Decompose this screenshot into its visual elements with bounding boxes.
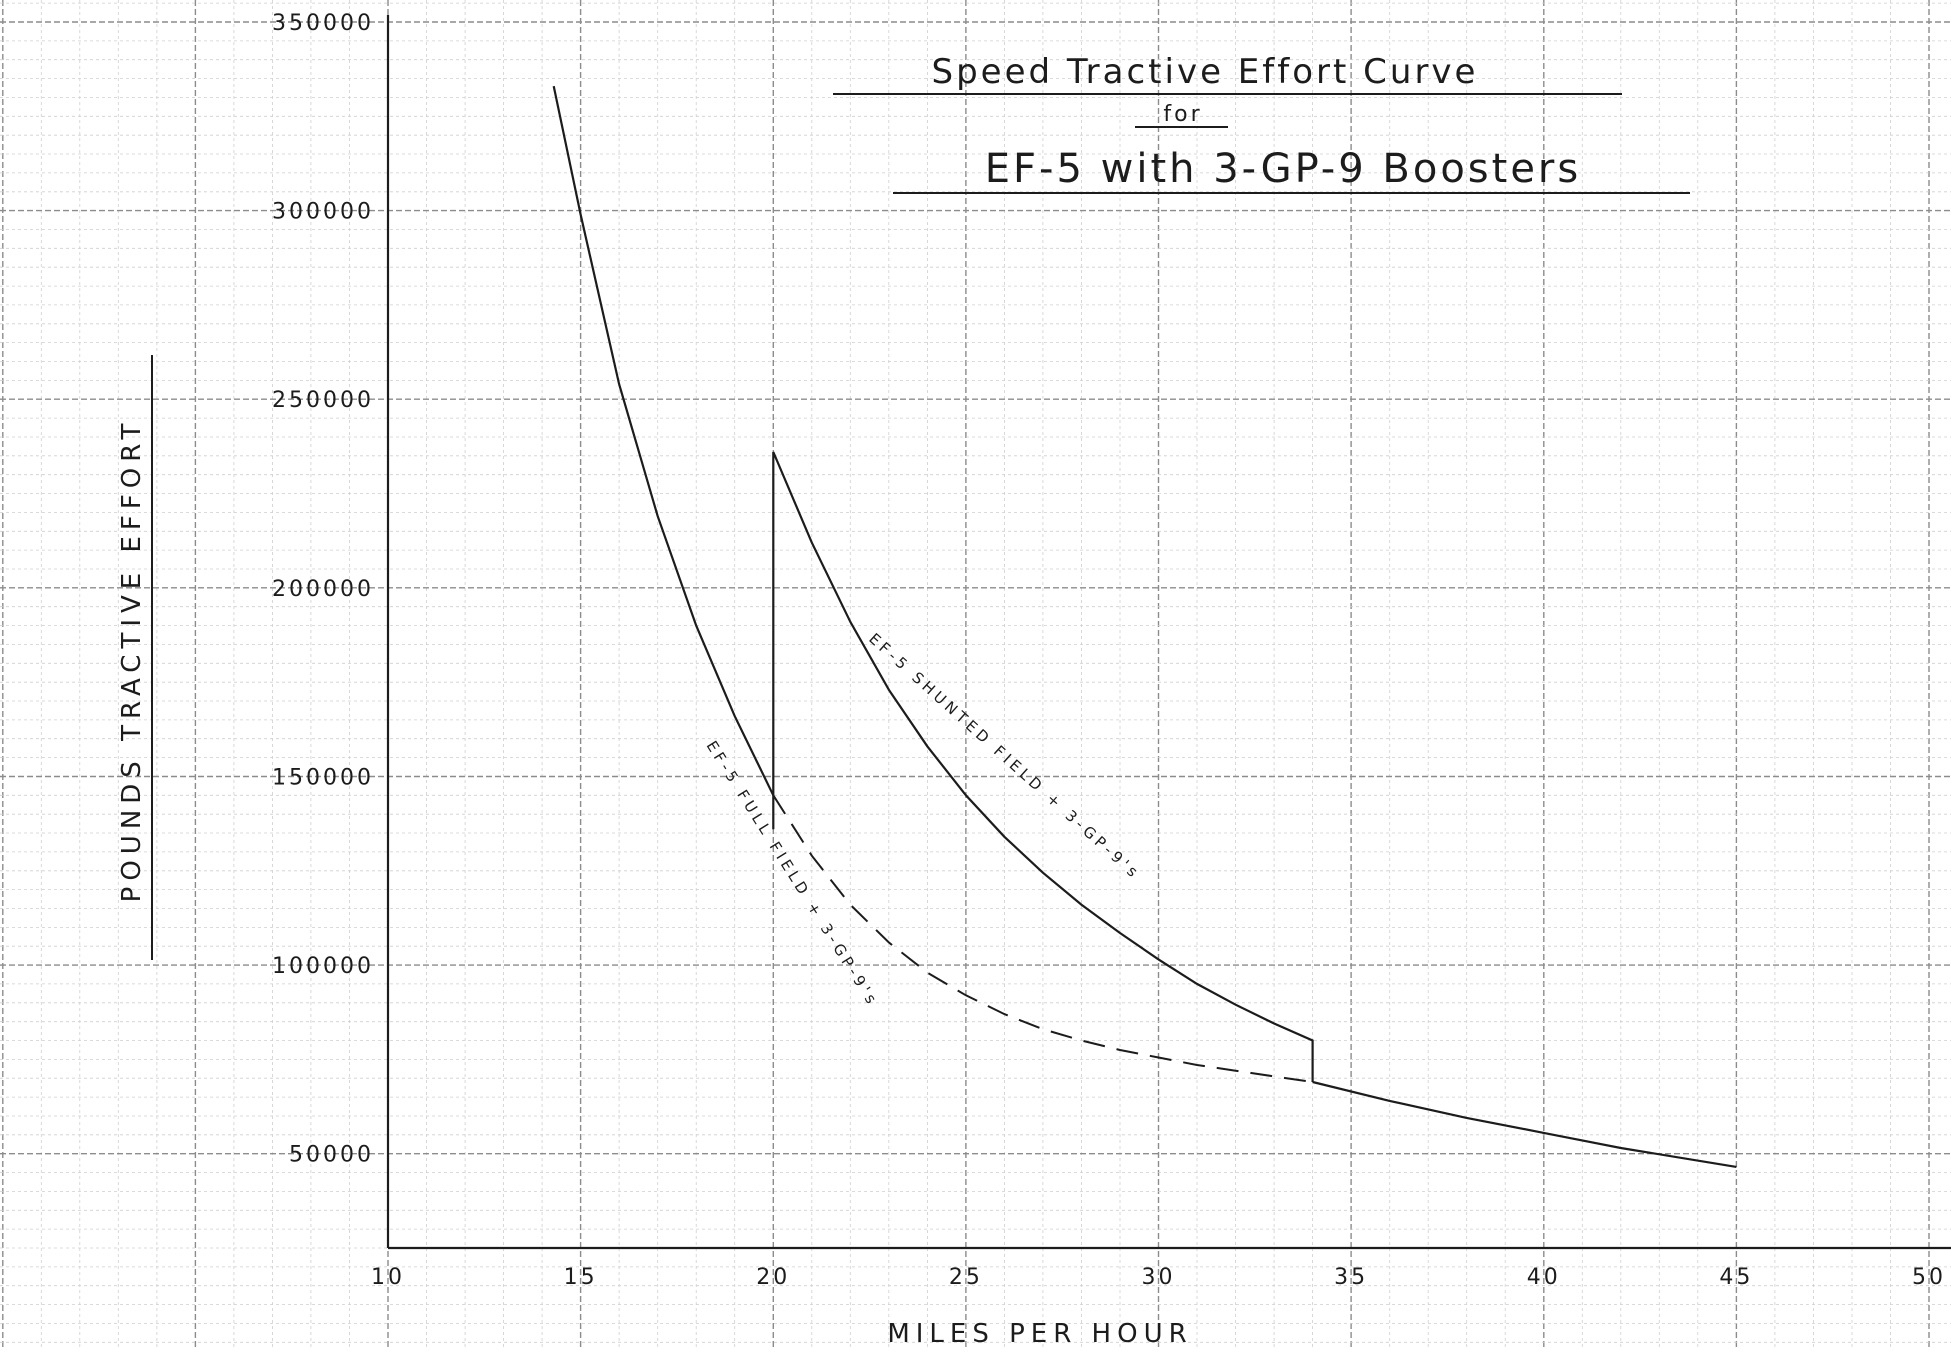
- tick-labels: 10 15 20 25 30 35 40 45 50 350000 300000 250000 2000…: [272, 11, 1946, 1290]
- x-tick-label: 30: [1142, 1265, 1176, 1290]
- x-tick-label: 35: [1334, 1265, 1368, 1290]
- y-axis-title: POUNDS TRACTIVE EFFORT: [117, 418, 147, 903]
- chart-title: Speed Tractive Effort Curve: [932, 52, 1479, 92]
- axes: [386, 15, 1951, 1250]
- y-tick-label: 50000: [289, 1143, 374, 1168]
- series-line-combined-tail: [1312, 1080, 1737, 1168]
- title-block: Speed Tractive Effort Curve for EF-5 wit…: [833, 52, 1690, 194]
- y-tick-label: 300000: [272, 200, 374, 225]
- x-tick-label: 45: [1719, 1265, 1753, 1290]
- series-line-shunted-field: [772, 451, 1314, 1082]
- y-tick-label: 250000: [272, 388, 374, 413]
- x-tick-label: 20: [756, 1265, 790, 1290]
- series-line-full-field-dashed: [772, 794, 1313, 1083]
- y-tick-label: 150000: [272, 766, 374, 791]
- x-axis-title: MILES PER HOUR: [887, 1319, 1192, 1348]
- chart-title-for: for: [1163, 102, 1202, 127]
- y-tick-label: 200000: [272, 577, 374, 602]
- x-tick-label: 25: [949, 1265, 983, 1290]
- series-lines: [552, 85, 1737, 1168]
- full-field-curve-label: EF-5 FULL FIELD + 3-GP-9's: [703, 738, 883, 1011]
- x-tick-label: 40: [1527, 1265, 1561, 1290]
- y-tick-label: 100000: [272, 954, 374, 979]
- x-tick-label: 10: [371, 1265, 405, 1290]
- y-tick-label: 350000: [272, 11, 374, 36]
- x-tick-label: 15: [564, 1265, 598, 1290]
- series-line-full-field: [552, 85, 775, 796]
- x-tick-label: 50: [1912, 1265, 1946, 1290]
- chart-subtitle: EF-5 with 3-GP-9 Boosters: [985, 146, 1581, 192]
